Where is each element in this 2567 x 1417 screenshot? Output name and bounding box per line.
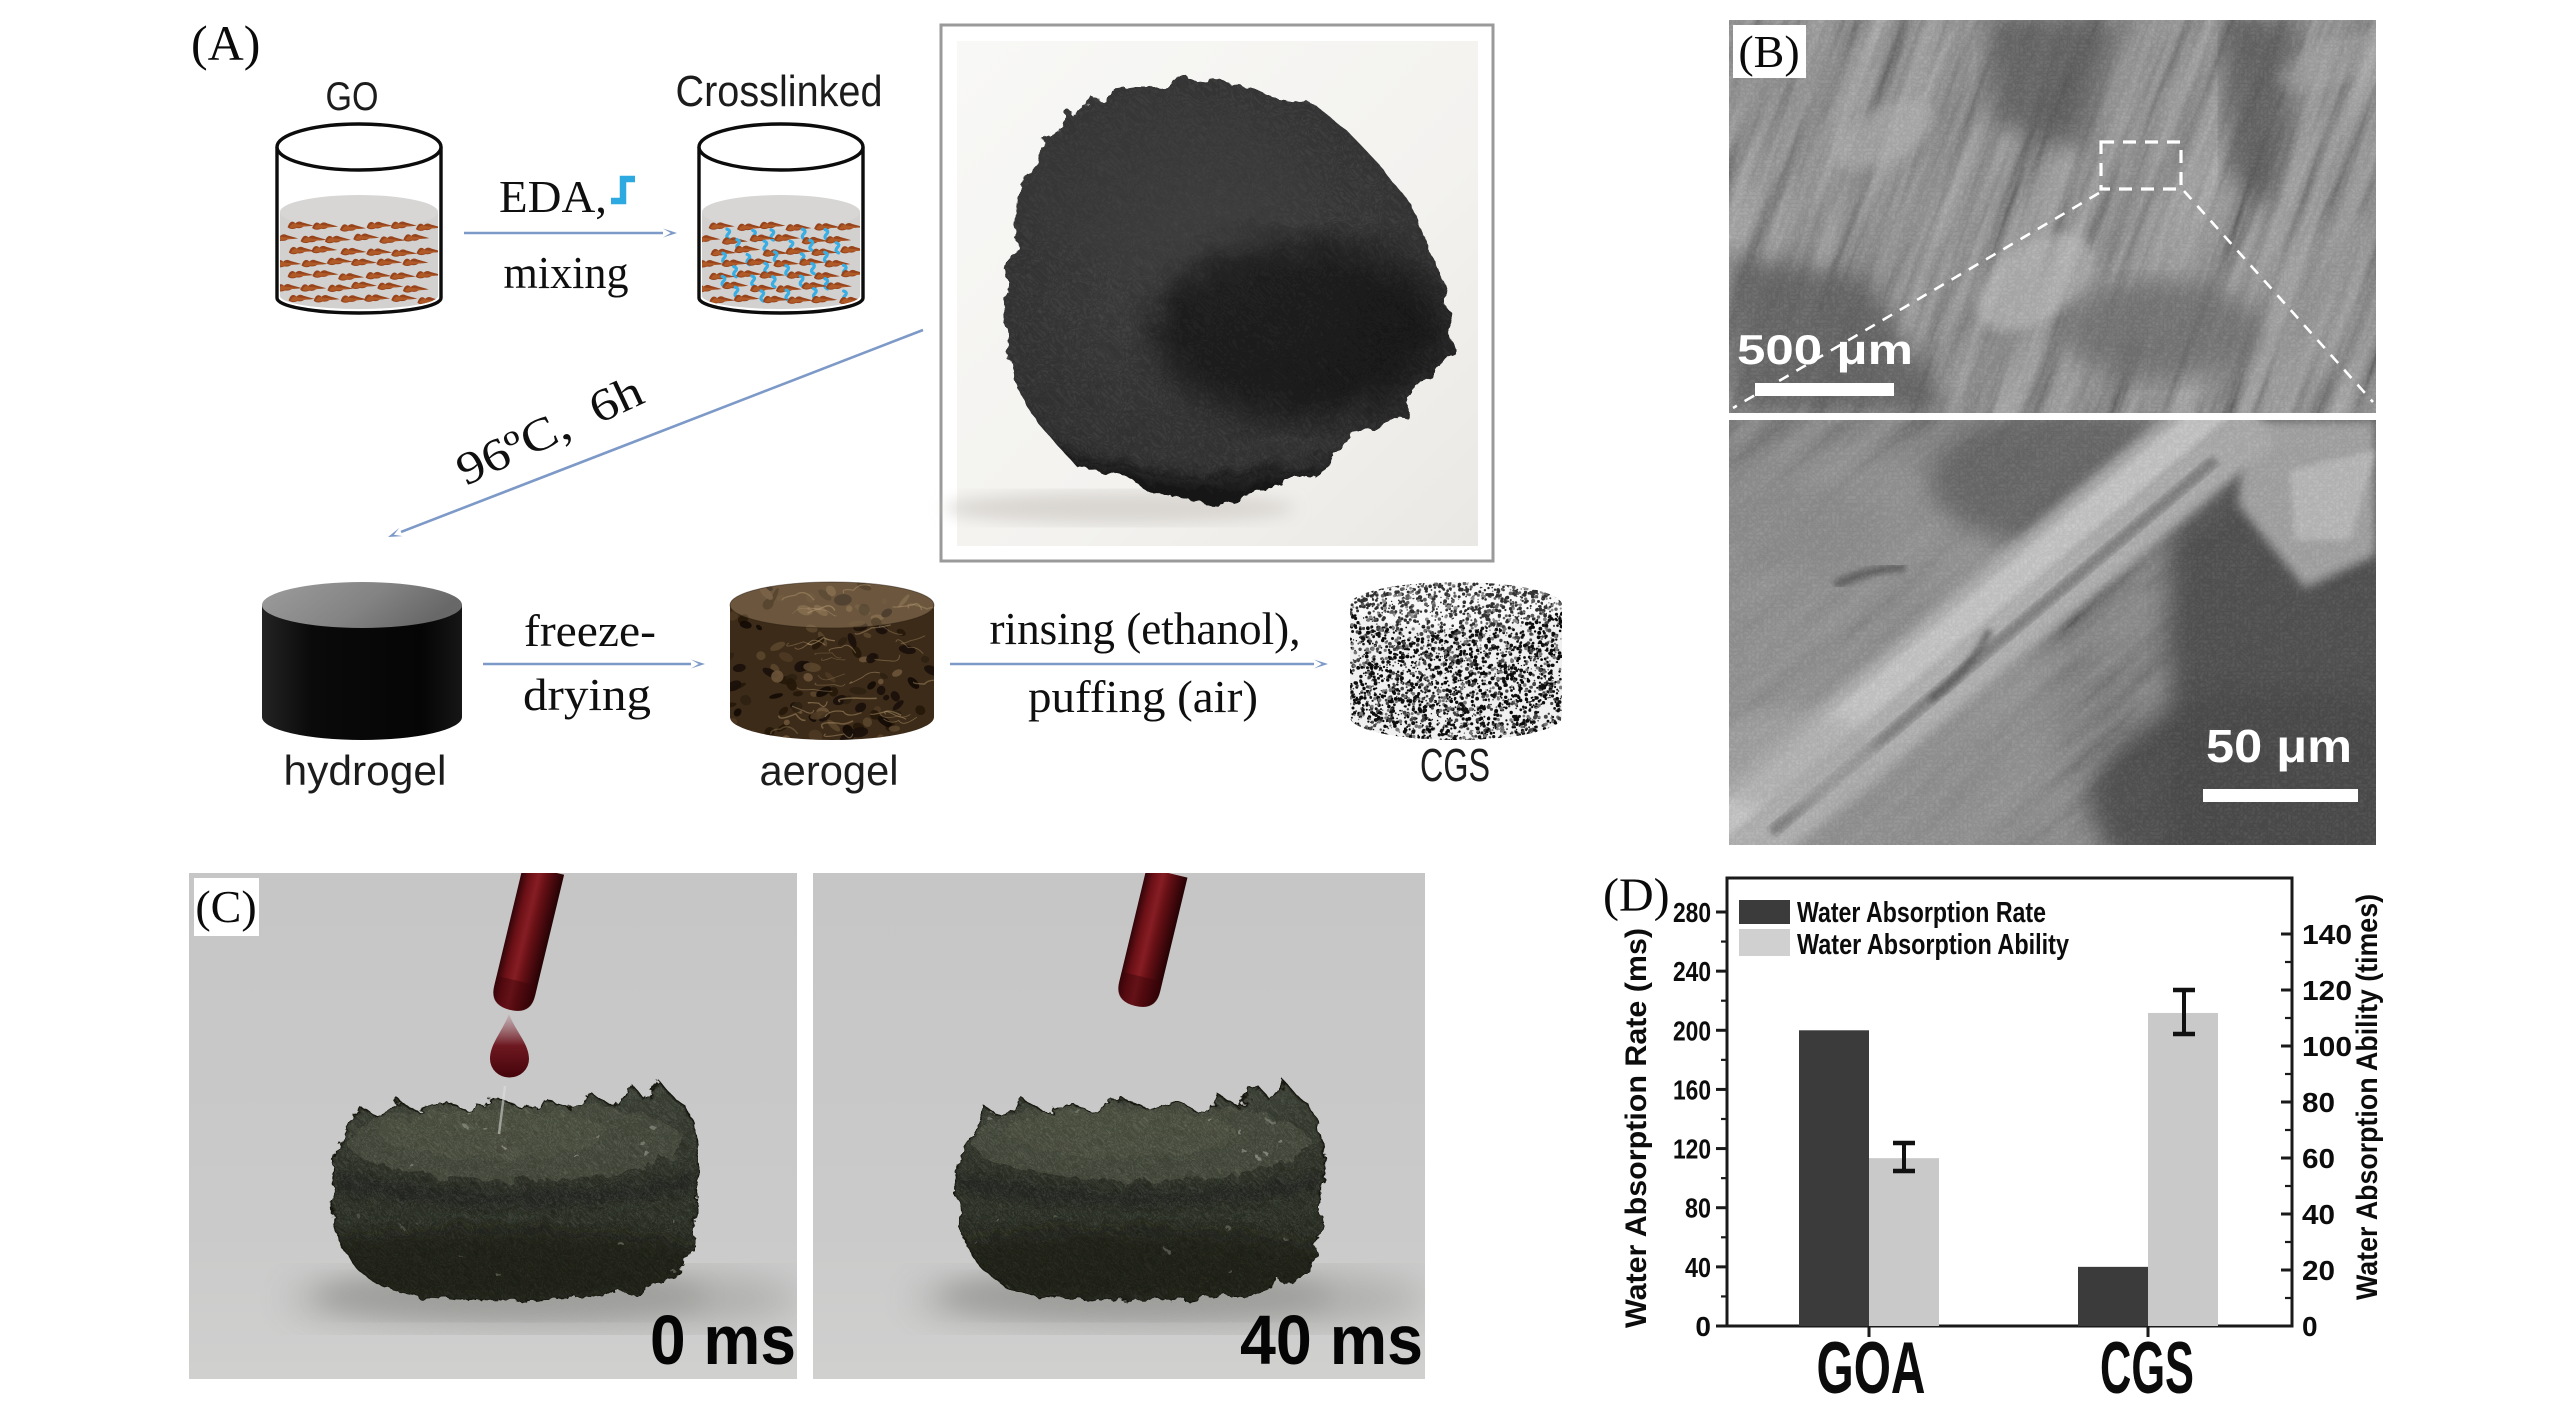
svg-text:(C): (C) — [195, 881, 256, 932]
svg-text:Water Absorption Ability: Water Absorption Ability — [1797, 929, 2069, 961]
svg-text:CGS: CGS — [2100, 1328, 2194, 1409]
svg-text:aerogel: aerogel — [760, 747, 899, 794]
svg-text:rinsing (ethanol),: rinsing (ethanol), — [990, 603, 1301, 654]
svg-text:60: 60 — [2302, 1143, 2335, 1174]
svg-text:Water Absorption Ability (time: Water Absorption Ability (times) — [2351, 894, 2384, 1300]
svg-text:mixing: mixing — [504, 247, 629, 298]
svg-text:0: 0 — [2302, 1311, 2318, 1342]
svg-text:80: 80 — [2302, 1087, 2335, 1118]
svg-text:80: 80 — [1685, 1193, 1711, 1224]
svg-text:CGS: CGS — [1420, 739, 1490, 791]
svg-text:40 ms: 40 ms — [1240, 1301, 1423, 1379]
svg-text:EDA,: EDA, — [499, 171, 607, 222]
svg-text:40: 40 — [1685, 1252, 1711, 1283]
svg-text:puffing (air): puffing (air) — [1028, 671, 1258, 722]
svg-text:Crosslinked: Crosslinked — [676, 67, 883, 116]
svg-text:50 μm: 50 μm — [2206, 720, 2352, 772]
svg-text:120: 120 — [2302, 975, 2352, 1006]
svg-text:0 ms: 0 ms — [650, 1301, 796, 1379]
svg-text:140: 140 — [2302, 919, 2352, 950]
svg-text:40: 40 — [2302, 1199, 2335, 1230]
svg-text:200: 200 — [1673, 1015, 1711, 1046]
svg-text:500 μm: 500 μm — [1737, 326, 1913, 373]
svg-text:20: 20 — [2302, 1255, 2335, 1286]
svg-text:280: 280 — [1673, 897, 1711, 928]
svg-text:drying: drying — [523, 669, 651, 720]
svg-text:(A): (A) — [191, 15, 260, 71]
svg-text:GOA: GOA — [1817, 1328, 1926, 1409]
svg-text:Water Absorption Rate (ms): Water Absorption Rate (ms) — [1620, 928, 1653, 1328]
svg-text:0: 0 — [1695, 1311, 1711, 1342]
svg-text:120: 120 — [1673, 1134, 1711, 1165]
svg-text:Water Absorption Rate: Water Absorption Rate — [1797, 897, 2046, 929]
svg-text:freeze-: freeze- — [524, 605, 656, 656]
svg-text:GO: GO — [326, 75, 379, 119]
svg-text:240: 240 — [1673, 956, 1711, 987]
svg-text:(B): (B) — [1738, 26, 1799, 77]
svg-text:160: 160 — [1673, 1074, 1711, 1105]
svg-text:(D): (D) — [1603, 869, 1670, 922]
svg-text:100: 100 — [2302, 1031, 2352, 1062]
svg-text:hydrogel: hydrogel — [284, 747, 447, 794]
